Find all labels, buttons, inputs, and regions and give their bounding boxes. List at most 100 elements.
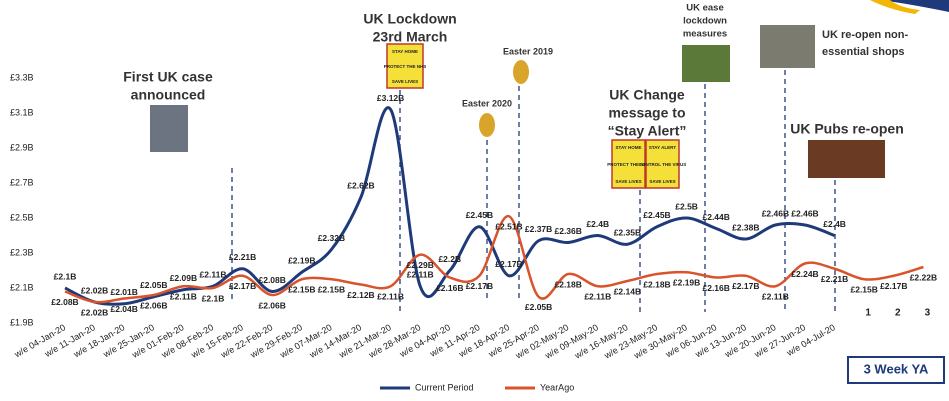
value-label: £2.17B — [495, 259, 522, 269]
annotation-text: “Stay Alert” — [608, 123, 687, 139]
value-label: £2.1B — [202, 293, 225, 303]
corner-decoration — [880, 0, 949, 12]
easter-egg — [513, 60, 529, 84]
sign — [645, 139, 680, 189]
corner-decoration — [870, 0, 920, 14]
value-label: £2.51B — [495, 222, 522, 232]
sign — [611, 139, 646, 189]
value-label: £2.45B — [643, 210, 670, 220]
value-label: £2.36B — [554, 226, 581, 236]
value-label: £2.02B — [81, 285, 108, 295]
value-label: £2.4B — [823, 219, 846, 229]
event-image — [682, 45, 730, 82]
annotation-text: message to — [608, 105, 685, 121]
value-label: £2.15B — [850, 285, 877, 295]
value-label: £2.38B — [732, 222, 759, 232]
value-label: £2.09B — [170, 273, 197, 283]
value-label: £2.06B — [140, 300, 167, 310]
value-label: £2.46B — [762, 208, 789, 218]
value-label: £2.11B — [170, 292, 197, 302]
value-label: £2.21B — [229, 252, 256, 262]
value-label: £2.44B — [702, 212, 729, 222]
value-label: £2.11B — [762, 292, 789, 302]
sign-text: STAY HOME — [392, 49, 418, 54]
annotation-text: UK Lockdown — [363, 11, 456, 27]
sign-text: SAVE LIVES — [649, 179, 675, 184]
value-label: £2.06B — [258, 300, 285, 310]
sign-text: CONTROL THE VIRUS — [639, 162, 686, 167]
value-label: £2.11B — [407, 270, 434, 280]
annotation-text: UK ease — [686, 3, 724, 14]
value-label: £2.11B — [200, 270, 227, 280]
y-tick-label: £2.7B — [10, 177, 34, 187]
event-image — [808, 140, 885, 178]
value-label: £2.2B — [438, 254, 461, 264]
y-tick-label: £2.3B — [10, 247, 34, 257]
value-label: £2.5B — [675, 201, 698, 211]
sign-text: SAVE LIVES — [392, 79, 418, 84]
value-label: £2.04B — [110, 304, 137, 314]
value-label: £2.05B — [140, 280, 167, 290]
sign-text: PROTECT THE NHS — [384, 64, 427, 69]
annotation-text: First UK case — [123, 69, 213, 85]
value-label: £2.18B — [554, 279, 581, 289]
event-image — [150, 105, 188, 152]
annotation-text: measures — [683, 29, 727, 40]
y-tick-label: £2.5B — [10, 212, 34, 222]
value-label: £2.11B — [584, 292, 611, 302]
legend-label: YearAgo — [540, 382, 574, 392]
legend-label: Current Period — [415, 382, 474, 392]
value-label: £2.11B — [377, 292, 404, 302]
event-image — [760, 25, 815, 68]
value-label: £2.17B — [732, 281, 759, 291]
sign-text: PROTECT THE NHS — [607, 162, 650, 167]
value-label: £2.18B — [643, 279, 670, 289]
value-label: £2.19B — [288, 256, 315, 266]
value-label: £2.15B — [288, 285, 315, 295]
value-label: £2.08B — [258, 275, 285, 285]
value-label: £2.16B — [436, 283, 463, 293]
x-tick-label: 3 — [925, 308, 931, 319]
annotation-text: UK re-open non- — [822, 29, 908, 41]
annotation-text: announced — [131, 87, 206, 103]
value-label: £2.35B — [614, 228, 641, 238]
value-label: £2.4B — [586, 219, 609, 229]
y-tick-label: £3.1B — [10, 107, 34, 117]
value-label: £2.05B — [525, 302, 552, 312]
annotation-text: UK Change — [609, 87, 685, 103]
annotation-text: essential shops — [822, 46, 905, 58]
value-label: £3.12B — [377, 93, 404, 103]
value-label: £2.17B — [229, 281, 256, 291]
x-tick-label: 2 — [895, 308, 901, 319]
annotation-text: lockdown — [683, 16, 727, 27]
annotation-text: Easter 2019 — [503, 46, 553, 56]
value-label: £2.02B — [81, 307, 108, 317]
value-label: £2.14B — [614, 286, 641, 296]
value-label: £2.24B — [791, 269, 818, 279]
value-label: £2.17B — [466, 281, 493, 291]
value-label: £2.32B — [318, 233, 345, 243]
annotation-text: 23rd March — [373, 29, 448, 45]
value-label: £2.01B — [110, 287, 137, 297]
y-tick-label: £2.9B — [10, 142, 34, 152]
value-label: £2.46B — [791, 208, 818, 218]
easter-egg — [479, 113, 495, 137]
y-tick-label: £2.1B — [10, 282, 34, 292]
y-tick-label: £1.9B — [10, 317, 34, 327]
sign-text: SAVE LIVES — [615, 179, 641, 184]
value-label: £2.45B — [466, 210, 493, 220]
value-label: £2.17B — [880, 281, 907, 291]
value-label: £2.37B — [525, 224, 552, 234]
sign — [386, 43, 424, 89]
value-label: £2.1B — [54, 271, 77, 281]
value-label: £2.16B — [702, 283, 729, 293]
x-tick-label: 1 — [865, 308, 871, 319]
series-line — [64, 215, 924, 304]
value-label: £2.15B — [318, 285, 345, 295]
value-label: £2.22B — [910, 272, 937, 282]
value-label: £2.62B — [347, 180, 374, 190]
value-label: £2.29B — [406, 260, 433, 270]
three-week-box — [847, 356, 945, 384]
